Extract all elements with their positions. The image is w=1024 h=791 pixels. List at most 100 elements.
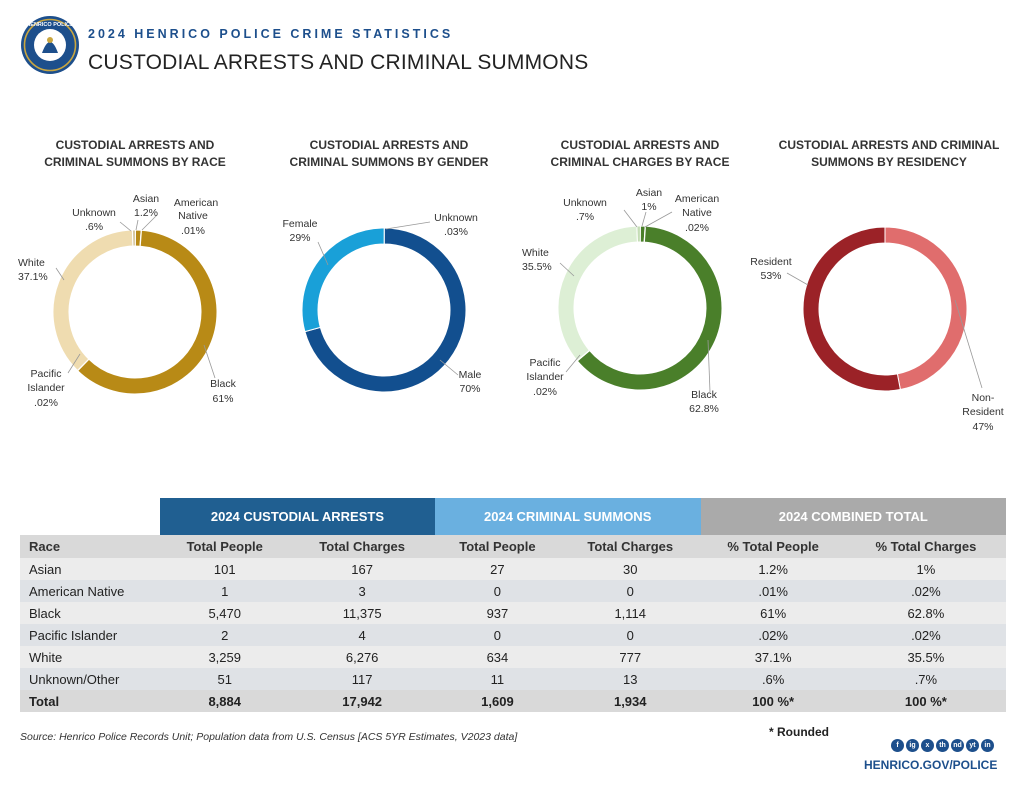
table-cell: 37.1%	[700, 646, 846, 668]
instagram-icon[interactable]: ig	[906, 739, 919, 752]
table-cell: 1,934	[559, 690, 701, 712]
table-cell: 937	[434, 602, 560, 624]
statistics-table: 2024 CUSTODIAL ARRESTS 2024 CRIMINAL SUM…	[20, 498, 1006, 712]
race-pacific-value: .02%	[34, 397, 58, 409]
social-icons: f ig x th nd yt in	[891, 739, 994, 753]
chart-race-slices	[52, 229, 218, 395]
race-amnative-label-2: Native	[178, 210, 208, 222]
linkedin-icon[interactable]: in	[981, 739, 994, 752]
table-row-total: Total 8,884 17,942 1,609 1,934 100 %* 100 %*	[20, 690, 1006, 712]
race-pacific-label-1: Pacific	[31, 368, 62, 380]
table-cell: Unknown/Other	[20, 668, 160, 690]
race-white-value: 37.1%	[18, 271, 48, 283]
table-cell: .7%	[845, 668, 1006, 690]
residency-resident-value: 53%	[760, 270, 781, 282]
col-summons-charges: Total Charges	[559, 535, 701, 558]
table-row-american-native: American Native 1 3 0 0.01% .02%	[20, 580, 1006, 602]
website-link[interactable]: HENRICO.GOV/POLICE	[864, 758, 998, 772]
table-cell: 17,942	[289, 690, 435, 712]
table-cell: 61%	[700, 602, 846, 624]
table-cell: 0	[434, 624, 560, 646]
charges-asian-value: 1%	[641, 201, 656, 213]
chart-gender-slices	[301, 227, 467, 393]
x-icon[interactable]: x	[921, 739, 934, 752]
table-cell: Pacific Islander	[20, 624, 160, 646]
table-cell: 35.5%	[845, 646, 1006, 668]
report-kicker: 2024 HENRICO POLICE CRIME STATISTICS	[88, 27, 454, 41]
chart-charges-slices	[557, 225, 723, 391]
charges-amnative-label-1: American	[675, 193, 720, 205]
residency-nonresident-label-1: Non-	[972, 392, 995, 404]
charges-unknown-label: Unknown	[563, 197, 607, 209]
source-note: Source: Henrico Police Records Unit; Pop…	[20, 731, 518, 743]
table-cell: Black	[20, 602, 160, 624]
table-row-white: White 3,259 6,276 634 777 37.1% 35.5%	[20, 646, 1006, 668]
table-cell: Total	[20, 690, 160, 712]
donut-charts: CUSTODIAL ARRESTS AND CRIMINAL SUMMONS B…	[18, 138, 1004, 433]
threads-icon[interactable]: th	[936, 739, 949, 752]
page-title: CUSTODIAL ARRESTS AND CRIMINAL SUMMONS	[88, 51, 589, 74]
table-cell: 5,470	[160, 602, 290, 624]
table-cell: 2	[160, 624, 290, 646]
table-cell: .6%	[700, 668, 846, 690]
race-amnative-label-1: American	[174, 197, 219, 209]
table-cell: 51	[160, 668, 290, 690]
charges-white-value: 35.5%	[522, 261, 552, 273]
table-cell: 62.8%	[845, 602, 1006, 624]
residency-nonresident-value: 47%	[972, 421, 993, 433]
nextdoor-icon[interactable]: nd	[951, 739, 964, 752]
charges-pacific-label-2: Islander	[526, 371, 564, 383]
chart-charges-race: CUSTODIAL ARRESTS AND CRIMINAL CHARGES B…	[522, 138, 729, 415]
chart-gender-title-line1: CUSTODIAL ARRESTS AND	[310, 138, 469, 152]
slice-white	[52, 229, 134, 372]
rounded-note: * Rounded	[769, 725, 829, 739]
charges-pacific-value: .02%	[533, 386, 557, 398]
table-row-black: Black 5,470 11,375 937 1,114 61% 62.8%	[20, 602, 1006, 624]
charges-asian-label: Asian	[636, 187, 662, 199]
table-cell: 1,114	[559, 602, 701, 624]
table-cell: 4	[289, 624, 435, 646]
chart-charges-title-line1: CUSTODIAL ARRESTS AND	[561, 138, 720, 152]
gender-unknown-label: Unknown	[434, 212, 478, 224]
table-cell: 30	[559, 558, 701, 580]
table-cell: 777	[559, 646, 701, 668]
henrico-police-logo: HENRICO POLICE	[21, 16, 79, 74]
col-arrest-people: Total People	[160, 535, 290, 558]
col-summons-people: Total People	[434, 535, 560, 558]
table-cell: American Native	[20, 580, 160, 602]
table-cell: .02%	[700, 624, 846, 646]
group-criminal-summons: 2024 CRIMINAL SUMMONS	[434, 498, 701, 535]
race-black-value: 61%	[212, 393, 233, 405]
table-cell: 1%	[845, 558, 1006, 580]
col-pct-charges: % Total Charges	[845, 535, 1006, 558]
table-row-asian: Asian 101 167 27 30 1.2% 1%	[20, 558, 1006, 580]
race-black-label: Black	[210, 378, 236, 390]
table-cell: 101	[160, 558, 290, 580]
table-cell: 1.2%	[700, 558, 846, 580]
table-cell: 634	[434, 646, 560, 668]
charges-unknown-value: .7%	[576, 211, 594, 223]
charges-amnative-label-2: Native	[682, 207, 712, 219]
race-pacific-label-2: Islander	[27, 382, 65, 394]
col-arrest-charges: Total Charges	[289, 535, 435, 558]
logo-text: HENRICO POLICE	[26, 22, 74, 28]
chart-race-title-line2: CRIMINAL SUMMONS BY RACE	[44, 155, 226, 169]
table-cell: 1,609	[434, 690, 560, 712]
table-cell: .02%	[845, 624, 1006, 646]
table-cell: 167	[289, 558, 435, 580]
table-cell: 13	[559, 668, 701, 690]
race-amnative-value: .01%	[181, 225, 205, 237]
slice-resident	[802, 226, 901, 392]
slice-unknown	[131, 229, 137, 247]
race-unknown-value: .6%	[85, 221, 103, 233]
group-header-row: 2024 CUSTODIAL ARRESTS 2024 CRIMINAL SUM…	[20, 498, 1006, 535]
slice-male	[304, 227, 467, 393]
facebook-icon[interactable]: f	[891, 739, 904, 752]
youtube-icon[interactable]: yt	[966, 739, 979, 752]
table-cell: 3	[289, 580, 435, 602]
table-cell: 11	[434, 668, 560, 690]
table-cell: 0	[559, 580, 701, 602]
chart-residency-title-line2: SUMMONS BY RESIDENCY	[811, 155, 967, 169]
table-cell: Asian	[20, 558, 160, 580]
table-cell: 27	[434, 558, 560, 580]
